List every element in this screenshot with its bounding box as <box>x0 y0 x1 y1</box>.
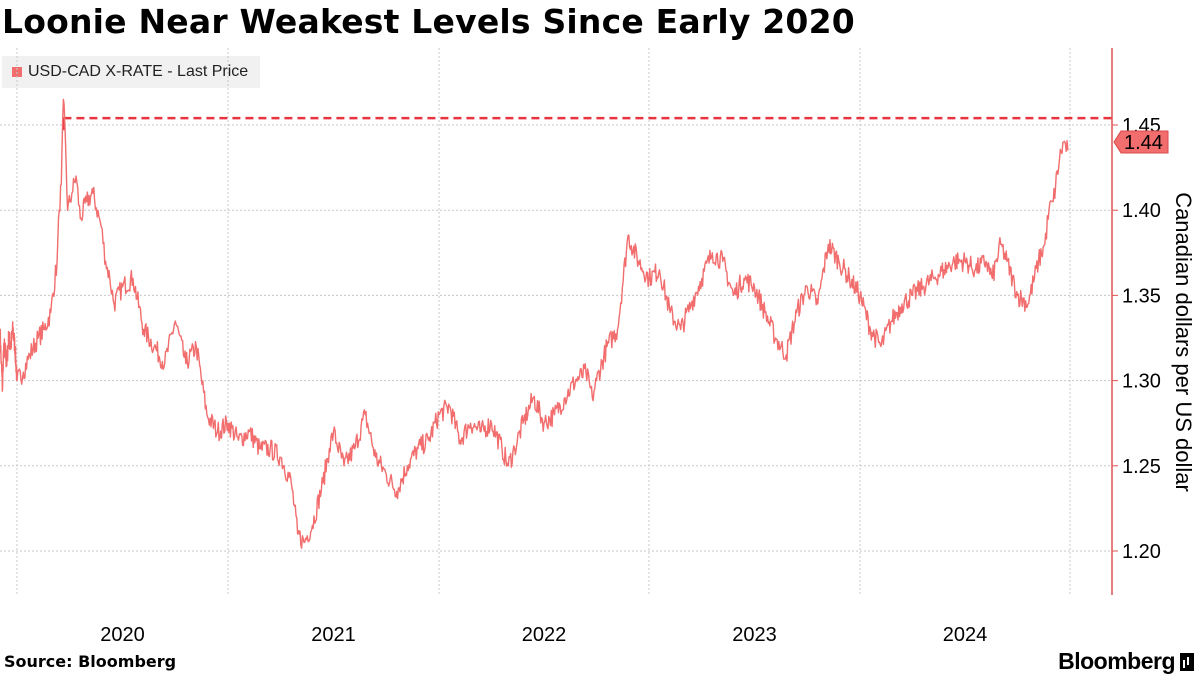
last-value-label: 1.44 <box>1124 132 1163 154</box>
logo-text: Bloomberg <box>1058 648 1175 674</box>
gridlines <box>0 48 1110 595</box>
x-tick-label: 2022 <box>522 624 567 646</box>
x-axis-ticks: 2020 2021 2022 2023 2024 <box>100 624 987 646</box>
series-group <box>0 98 1069 549</box>
x-tick-label: 2024 <box>943 624 988 646</box>
legend-label: USD-CAD X-RATE - Last Price <box>28 63 249 80</box>
y-axis-label: Canadian dollars per US dollar <box>1171 192 1196 492</box>
reference-line-group <box>62 116 1112 131</box>
usd-cad-series-line <box>0 98 1069 549</box>
x-tick-label: 2020 <box>100 624 145 646</box>
source-note: Source: Bloomberg <box>4 652 177 671</box>
x-tick-label: 2021 <box>311 624 356 646</box>
last-value-badge <box>1113 130 1169 154</box>
y-tick-label: 1.20 <box>1122 541 1161 563</box>
legend: USD-CAD X-RATE - Last Price <box>2 56 261 88</box>
y-tick-label: 1.35 <box>1122 285 1161 307</box>
chart-title: Loonie Near Weakest Levels Since Early 2… <box>2 2 855 41</box>
y-tick-label: 1.25 <box>1122 456 1161 478</box>
bloomberg-logo-icon <box>1180 652 1194 671</box>
y-tick-label: 1.30 <box>1122 371 1161 393</box>
last-value-badge-group: 1.44 <box>1113 130 1169 154</box>
x-tick-label: 2023 <box>732 624 777 646</box>
bloomberg-logo: Bloomberg <box>1058 648 1194 675</box>
y-axis: 1.201.251.301.351.401.45 <box>1111 48 1161 595</box>
y-tick-label: 1.40 <box>1122 200 1161 222</box>
